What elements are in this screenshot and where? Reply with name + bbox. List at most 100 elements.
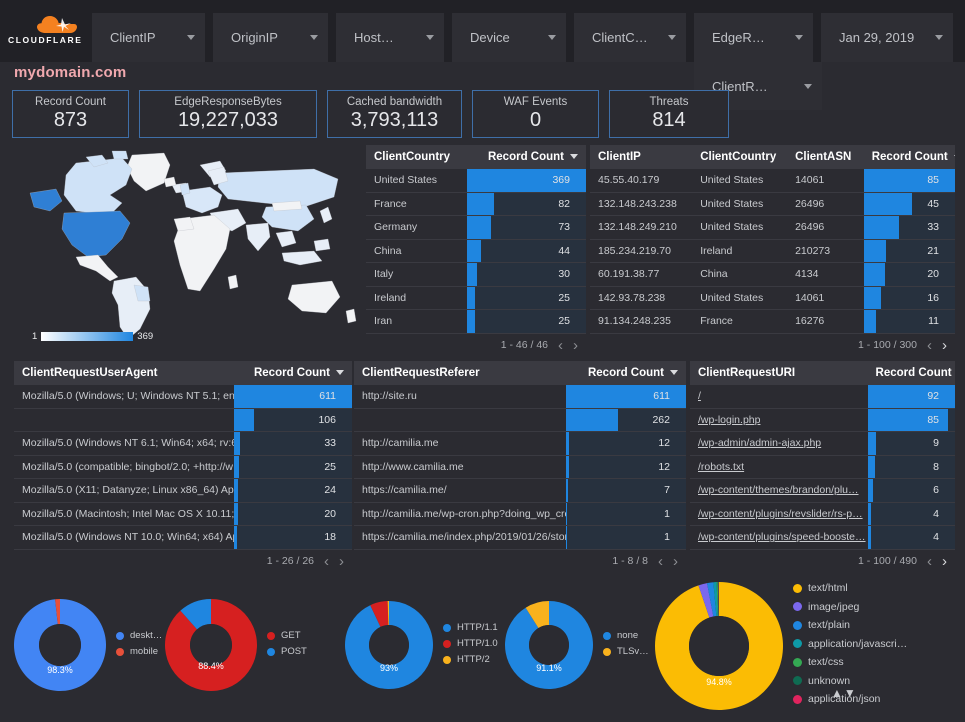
donut-slice[interactable] [716, 581, 719, 616]
table-row[interactable]: /wp-content/plugins/speed-booste… 4 [690, 525, 955, 550]
table-row[interactable]: 132.148.243.238 United States 26496 45 [590, 192, 955, 216]
table-row[interactable]: Germany 73 [366, 215, 586, 240]
table-row[interactable]: 185.234.219.70 Ireland 210273 21 [590, 239, 955, 263]
sort-dash-icon[interactable] [953, 154, 955, 157]
table-row[interactable]: /wp-content/plugins/revslider/rs-p… 4 [690, 502, 955, 526]
user-agent-table-panel[interactable]: ClientRequestUserAgent Record Count Mozill… [14, 361, 352, 569]
table-row[interactable]: Mozilla/5.0 (Windows; U; Windows NT 5.1;… [14, 385, 352, 409]
legend-item[interactable]: application/javascri… [793, 637, 907, 652]
filter-dropdown-host[interactable]: Host… [336, 13, 444, 62]
filter-dropdown-originip[interactable]: OriginIP [213, 13, 328, 62]
column-header-clientip[interactable]: ClientIP [590, 145, 693, 169]
pager-prev-icon[interactable]: ‹ [927, 336, 932, 354]
legend-item[interactable]: mobile [116, 645, 162, 658]
column-header-record-count[interactable]: Record Count [233, 361, 352, 385]
scorecard-record-count[interactable]: Record Count 873 [12, 90, 129, 138]
table-row[interactable]: http://www.camilia.me 12 [354, 455, 686, 479]
legend-item[interactable]: HTTP/1.0 [443, 637, 498, 650]
table-row[interactable]: http://site.ru 611 [354, 385, 686, 409]
table-row[interactable]: /wp-login.php 85 [690, 408, 955, 432]
filter-dropdown-clientc[interactable]: ClientC… [574, 13, 686, 62]
pager-next-icon[interactable]: › [673, 552, 678, 570]
legend-item[interactable]: text/plain [793, 618, 907, 633]
scorecard-edgeresponsebytes[interactable]: EdgeResponseBytes 19,227,033 [139, 90, 317, 138]
sort-desc-icon[interactable] [570, 154, 578, 160]
donut-slice[interactable] [713, 581, 718, 616]
donut-slice[interactable] [165, 599, 257, 691]
legend-item[interactable]: TLSv… [603, 645, 649, 658]
table-row[interactable]: 91.134.248.235 France 16276 11 [590, 309, 955, 334]
pager-next-icon[interactable]: › [573, 336, 578, 354]
legend-item[interactable]: application/json [793, 692, 907, 707]
table-row[interactable]: Mozilla/5.0 (Macintosh; Intel Mac OS X 1… [14, 502, 352, 526]
table-row[interactable]: 142.93.78.238 United States 14061 16 [590, 286, 955, 310]
legend-item[interactable]: none [603, 629, 649, 642]
column-header-record-count[interactable]: Record Count [867, 361, 955, 385]
donut-http-version[interactable] [345, 601, 433, 689]
scroll-arrows[interactable]: ▲▼ [831, 686, 857, 700]
donut-slice[interactable] [55, 599, 60, 625]
table-row[interactable]: Mozilla/5.0 (X11; Datanyze; Linux x86_64… [14, 478, 352, 503]
table-row[interactable]: France 82 [366, 192, 586, 216]
table-row[interactable]: Italy 30 [366, 262, 586, 287]
donut-slice[interactable] [525, 601, 549, 629]
donut-slice[interactable] [655, 581, 783, 710]
scorecard-cached-bandwidth[interactable]: Cached bandwidth 3,793,113 [327, 90, 462, 138]
column-header-clientrequestreferer[interactable]: ClientRequestReferer [354, 361, 567, 385]
legend-item[interactable]: HTTP/2 [443, 653, 498, 666]
table-row[interactable]: http://camilia.me/wp-cron.php?doing_wp_c… [354, 502, 686, 526]
donut-slice[interactable] [180, 599, 211, 630]
donut-slice[interactable] [698, 582, 714, 618]
world-map-panel[interactable]: 1 369 [14, 145, 362, 350]
donut-request-method[interactable] [165, 599, 257, 691]
table-row[interactable]: /robots.txt 8 [690, 455, 955, 479]
column-header-record-count[interactable]: Record Count [863, 145, 955, 169]
donut-slice[interactable] [387, 601, 389, 626]
column-header-clientcountry[interactable]: ClientCountry [692, 145, 788, 169]
filter-dropdown-device[interactable]: Device [452, 13, 566, 62]
table-row[interactable]: Iran 25 [366, 309, 586, 334]
column-header-clientrequestuseragent[interactable]: ClientRequestUserAgent [14, 361, 234, 385]
table-row[interactable]: /wp-admin/admin-ajax.php 9 [690, 431, 955, 456]
table-row[interactable]: 106 [14, 408, 352, 432]
filter-dropdown-jan-29-2019[interactable]: Jan 29, 2019 [821, 13, 953, 62]
table-row[interactable]: https://camilia.me/7 [354, 478, 686, 503]
donut-slice[interactable] [370, 601, 389, 627]
table-row[interactable]: /wp-content/themes/brandon/plu… 6 [690, 478, 955, 503]
table-row[interactable]: / 92 [690, 385, 955, 409]
donut-content-type[interactable] [655, 581, 783, 710]
table-row[interactable]: 132.148.249.210 United States 26496 33 [590, 215, 955, 240]
donut-slice[interactable] [717, 581, 719, 616]
legend-item[interactable]: POST [267, 645, 307, 658]
table-row[interactable]: Mozilla/5.0 (Windows NT 6.1; Win64; x64;… [14, 431, 352, 456]
filter-dropdown-edger[interactable]: EdgeR… [694, 13, 813, 62]
column-header-record-count[interactable]: Record Count [467, 145, 586, 169]
uri-table-panel[interactable]: ClientRequestURI Record Count / 92/wp-login… [690, 361, 955, 569]
table-row[interactable]: 262 [354, 408, 686, 432]
column-header-clientrequesturi[interactable]: ClientRequestURI [690, 361, 868, 385]
donut-device-type[interactable] [13, 599, 107, 691]
column-header-record-count[interactable]: Record Count [566, 361, 686, 385]
pager-prev-icon[interactable]: ‹ [927, 552, 932, 570]
scorecard-waf-events[interactable]: WAF Events 0 [472, 90, 599, 138]
scorecard-threats[interactable]: Threats 814 [609, 90, 729, 138]
pager-next-icon[interactable]: › [942, 552, 947, 570]
pager-prev-icon[interactable]: ‹ [558, 336, 563, 354]
donut-slice[interactable] [505, 601, 593, 689]
client-country-table-panel[interactable]: ClientCountry Record Count United States 36… [366, 145, 586, 353]
table-row[interactable]: 45.55.40.179 United States 14061 85 [590, 169, 955, 193]
legend-item[interactable]: image/jpeg [793, 600, 907, 615]
referer-table-panel[interactable]: ClientRequestReferer Record Count http://s… [354, 361, 686, 569]
legend-item[interactable]: text/css [793, 655, 907, 670]
column-header-clientcountry[interactable]: ClientCountry [366, 145, 468, 169]
sort-desc-icon[interactable] [336, 370, 344, 376]
table-row[interactable]: http://camilia.me 12 [354, 431, 686, 456]
client-ip-table-panel[interactable]: ClientIP ClientCountry ClientASN Record Cou… [590, 145, 955, 353]
donut-slice[interactable] [345, 601, 433, 689]
pager-prev-icon[interactable]: ‹ [324, 552, 329, 570]
donut-slice[interactable] [707, 581, 717, 617]
legend-item[interactable]: GET [267, 629, 307, 642]
pager-prev-icon[interactable]: ‹ [658, 552, 663, 570]
table-row[interactable]: https://camilia.me/index.php/2019/01/26/… [354, 525, 686, 550]
table-row[interactable]: 60.191.38.77 China 4134 20 [590, 262, 955, 287]
